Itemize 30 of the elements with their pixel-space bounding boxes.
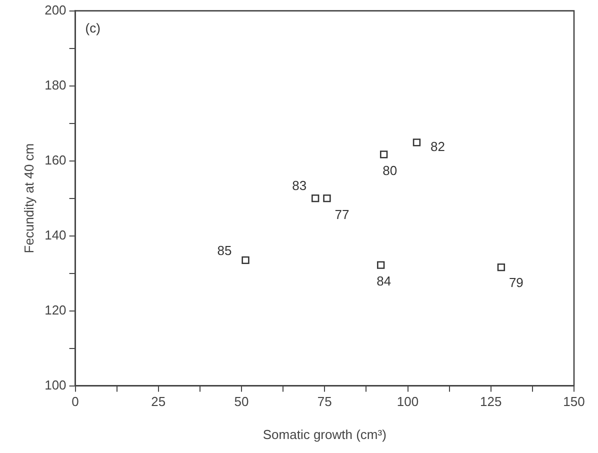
- point: [312, 194, 320, 202]
- x-tick-label: 25: [151, 394, 166, 410]
- y-tick-label: 200: [44, 2, 66, 18]
- annotation: 85: [217, 242, 232, 258]
- annotation: 83: [292, 178, 307, 193]
- x-tick-label: 150: [563, 394, 585, 410]
- annotation: (c): [85, 20, 100, 36]
- y-tick-label: 120: [44, 302, 66, 318]
- point: [380, 150, 388, 158]
- x-tick-label: 125: [480, 394, 502, 410]
- x-tick-label: 100: [396, 394, 419, 410]
- annotation: 80: [382, 163, 398, 178]
- y-axis-title: Fecundity at 40 cm: [21, 143, 36, 254]
- x-tick-label: 50: [234, 394, 249, 410]
- point: [412, 138, 421, 146]
- point: [377, 261, 385, 269]
- y-tick-label: 160: [44, 152, 66, 168]
- annotation: 79: [508, 274, 524, 290]
- annotation: 84: [376, 274, 392, 289]
- y-tick-label: 140: [44, 227, 66, 242]
- annotation: 77: [334, 206, 350, 222]
- point: [323, 194, 331, 202]
- x-tick-label: 75: [317, 394, 332, 410]
- y-tick-label: 100: [44, 377, 66, 392]
- point: [242, 256, 250, 264]
- x-tick-label: 0: [72, 394, 79, 410]
- y-tick-label: 180: [44, 77, 66, 92]
- x-axis-title: Somatic growth (cm³): [262, 426, 386, 442]
- point: [497, 263, 506, 272]
- annotation: 82: [430, 139, 445, 154]
